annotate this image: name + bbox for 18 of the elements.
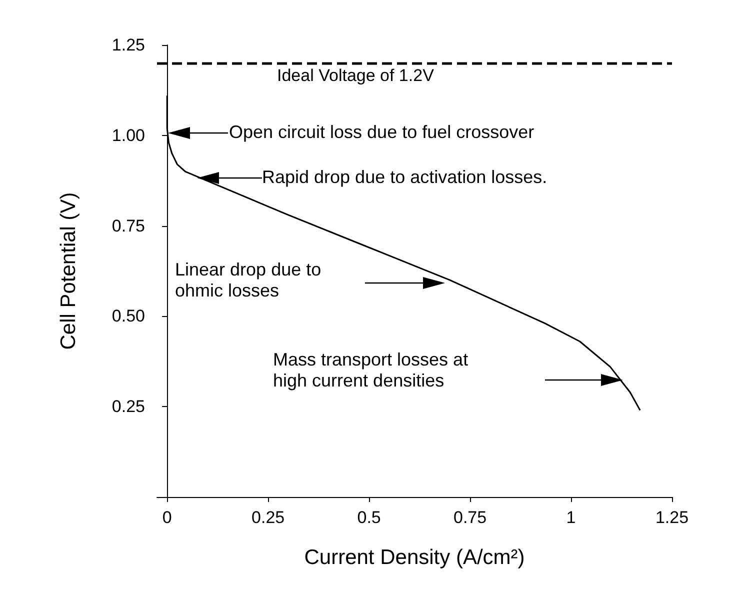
y-tick-label: 0.50 [112, 306, 145, 326]
x-tick-label: 1 [566, 508, 576, 527]
x-axis-title: Current Density (A/cm²) [304, 546, 525, 569]
y-tick-label: 0.75 [112, 216, 145, 236]
annotation: Open circuit loss due to fuel crossover [229, 122, 534, 142]
x-tick-label: 0 [162, 508, 172, 527]
x-tick-label: 1.25 [655, 508, 689, 527]
y-tick-label: 1.00 [112, 126, 145, 145]
annotation: Rapid drop due to activation losses. [262, 166, 548, 187]
x-tick-label: 0.5 [357, 508, 381, 527]
y-tick-label: 1.25 [112, 36, 145, 54]
annotation: Linear drop due to ohmic losses [175, 259, 322, 300]
x-tick-label: 0.75 [453, 508, 487, 527]
y-tick-label: 0.25 [112, 397, 145, 416]
y-axis-title: Cell Potential (V) [57, 192, 80, 350]
x-tick-label: 0.25 [252, 508, 285, 527]
ref-line-label: Ideal Voltage of 1.2V [277, 66, 435, 86]
annotation: Mass transport losses at high current densities [273, 349, 468, 390]
